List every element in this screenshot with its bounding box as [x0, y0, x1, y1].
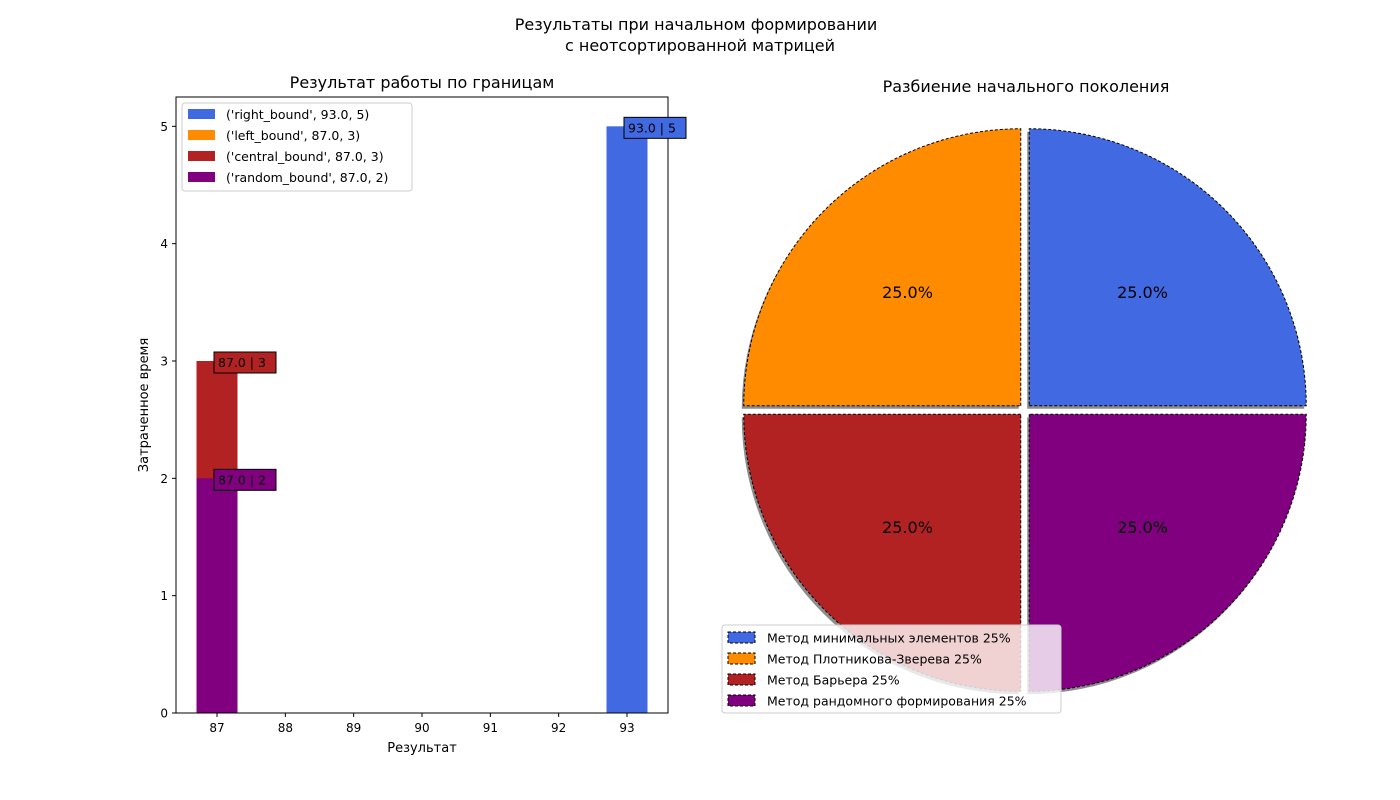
- bar-data-label-bg-0: [623, 116, 687, 139]
- pie-legend-swatch-2: [727, 673, 756, 686]
- x-tick-label: 92: [551, 721, 566, 735]
- y-tick-label: 5: [160, 120, 168, 134]
- pie-legend-frame: [721, 624, 1062, 714]
- pie-chart: Разбиение начального поколения 25.0%25.0…: [721, 77, 1307, 714]
- bar-chart-data-labels: 93.0 | 5 87.0 | 3 87.0 | 2: [213, 116, 687, 491]
- pie-legend-label-0: Метод минимальных элементов 25%: [767, 631, 1011, 646]
- bar-data-label-2: 87.0 | 3: [218, 355, 266, 370]
- bar-chart-axes-frame: [175, 96, 669, 714]
- pie-slice-label-0: 25.0%: [1117, 283, 1168, 302]
- figure-suptitle-line-2: с неотсортированной матрицей: [565, 36, 835, 55]
- bar-data-label-box-3: 87.0 | 2: [213, 468, 277, 491]
- pie-chart-title: Разбиение начального поколения: [883, 77, 1170, 96]
- bar-chart-title: Результат работы по границам: [290, 73, 555, 92]
- x-tick-label: 93: [619, 721, 634, 735]
- bar-legend-label-0: ('right_bound', 93.0, 5): [226, 107, 369, 122]
- bar-legend-swatch-2: [188, 151, 215, 161]
- pie-chart-slices: [741, 128, 1307, 695]
- bar-3: [196, 478, 238, 713]
- bar-legend-swatch-3: [188, 172, 215, 182]
- pie-slice-shapes: [743, 128, 1307, 692]
- bar-chart: Результат работы по границам 87 88 89 90 91 9…: [137, 73, 687, 756]
- y-tick-label: 0: [160, 707, 168, 721]
- bar-legend-frame: [181, 102, 413, 192]
- pie-chart-labels: 25.0% 25.0% 25.0% 25.0%: [882, 283, 1168, 537]
- bar-data-label-box-0: 93.0 | 5: [623, 116, 687, 139]
- bar-legend-label-1: ('left_bound', 87.0, 3): [226, 128, 360, 143]
- bar-chart-ylabel: Затраченное время: [137, 338, 152, 472]
- x-tick-label: 89: [346, 721, 361, 735]
- y-tick-label: 4: [160, 237, 168, 251]
- pie-legend-label-3: Метод рандомного формирования 25%: [767, 694, 1027, 709]
- bar-legend-swatch-1: [188, 130, 215, 140]
- figure-suptitle-line-1: Результаты при начальном формировании: [515, 15, 878, 34]
- bar-data-label-bg-2: [213, 351, 277, 374]
- bar-legend-label-2: ('central_bound', 87.0, 3): [226, 149, 384, 164]
- pie-legend-swatch-3: [727, 694, 756, 707]
- bar-chart-xlabel: Результат: [387, 741, 457, 756]
- bar-legend-swatch-0: [188, 109, 215, 119]
- x-tick-label: 88: [278, 721, 293, 735]
- pie-legend-label-1: Метод Плотникова-Зверева 25%: [767, 652, 982, 667]
- y-tick-label: 3: [160, 355, 168, 369]
- bar-data-label-bg-3: [213, 468, 277, 491]
- x-tick-label: 87: [209, 721, 224, 735]
- bar-0: [606, 126, 648, 714]
- bar-data-label-3: 87.0 | 2: [218, 472, 266, 487]
- pie-legend-swatch-0: [727, 631, 756, 644]
- pie-slice-1: [743, 128, 1022, 407]
- y-tick-label: 1: [160, 589, 168, 603]
- pie-legend-swatch-1: [727, 652, 756, 665]
- pie-slice-3: [1028, 413, 1307, 692]
- pie-slice-label-3: 25.0%: [1117, 518, 1168, 537]
- pie-slice-label-1: 25.0%: [882, 283, 933, 302]
- x-tick-label: 91: [483, 721, 498, 735]
- y-tick-label: 2: [160, 472, 168, 486]
- x-tick-label: 90: [414, 721, 429, 735]
- bar-chart-bars: [196, 126, 648, 714]
- pie-legend-label-2: Метод Барьера 25%: [767, 673, 900, 688]
- bar-legend-label-3: ('random_bound', 87.0, 2): [226, 170, 388, 185]
- bar-chart-ticks: 87 88 89 90 91 92 93 0 1 2 3 4 5: [160, 120, 634, 735]
- bar-data-label-0: 93.0 | 5: [628, 120, 676, 135]
- bar-chart-legend: ('right_bound', 93.0, 5) ('left_bound', 8…: [181, 102, 413, 192]
- pie-chart-legend: Метод минимальных элементов 25% Метод Пло…: [721, 624, 1062, 714]
- pie-slice-label-2: 25.0%: [882, 518, 933, 537]
- bar-data-label-box-2: 87.0 | 3: [213, 351, 277, 374]
- pie-slice-0: [1028, 128, 1307, 407]
